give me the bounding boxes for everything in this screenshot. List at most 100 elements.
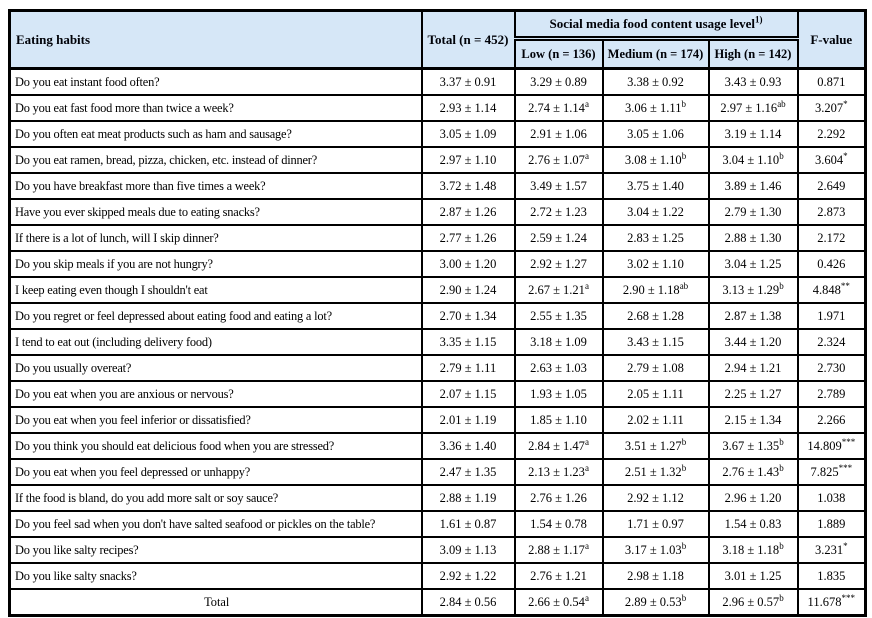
header-medium: Medium (n = 174)	[601, 37, 710, 70]
total-cell: 3.00 ± 1.20	[420, 250, 516, 278]
high-cell: 2.25 ± 1.27	[707, 380, 799, 408]
question-cell: I tend to eat out (including delivery fo…	[8, 328, 423, 356]
significance-superscript: *	[843, 540, 848, 551]
table-row: Do you eat instant food often? 3.37 ± 0.9…	[8, 67, 867, 96]
significance-superscript: a	[584, 280, 589, 291]
total-cell: 2.79 ± 1.11	[420, 354, 516, 382]
f-value-cell: 2.873	[796, 198, 867, 226]
low-cell: 2.66 ± 0.54a	[513, 588, 604, 617]
high-cell: 2.94 ± 1.21	[707, 354, 799, 382]
medium-cell: 3.08 ± 1.10b	[601, 146, 710, 174]
significance-superscript: b	[681, 540, 687, 551]
low-cell: 2.13 ± 1.23a	[513, 458, 604, 486]
total-cell: 2.07 ± 1.15	[420, 380, 516, 408]
medium-cell: 2.98 ± 1.18	[601, 562, 710, 590]
significance-superscript: b	[779, 280, 784, 291]
question-cell: Do you feel sad when you don't have salt…	[8, 510, 423, 538]
total-cell: 2.84 ± 0.56	[420, 588, 516, 617]
significance-superscript: *	[843, 150, 848, 161]
question-cell: Do you skip meals if you are not hungry?	[8, 250, 423, 278]
question-cell: Do you regret or feel depressed about ea…	[8, 302, 423, 330]
medium-cell: 2.89 ± 0.53b	[601, 588, 710, 617]
question-cell: Do you have breakfast more than five tim…	[8, 172, 423, 200]
table-row: Do you regret or feel depressed about ea…	[8, 302, 867, 330]
low-cell: 1.85 ± 1.10	[513, 406, 604, 434]
medium-cell: 1.71 ± 0.97	[601, 510, 710, 538]
medium-cell: 3.51 ± 1.27b	[601, 432, 710, 460]
significance-superscript: a	[584, 540, 589, 551]
table-row: Have you ever skipped meals due to eatin…	[8, 198, 867, 226]
high-cell: 3.67 ± 1.35b	[707, 432, 799, 460]
f-value-cell: 2.266	[796, 406, 867, 434]
total-cell: 2.93 ± 1.14	[420, 94, 516, 122]
f-value-cell: 0.871	[796, 67, 867, 96]
medium-cell: 2.68 ± 1.28	[601, 302, 710, 330]
low-cell: 2.76 ± 1.21	[513, 562, 604, 590]
medium-cell: 2.02 ± 1.11	[601, 406, 710, 434]
low-cell: 2.74 ± 1.14a	[513, 94, 604, 122]
high-cell: 1.54 ± 0.83	[707, 510, 799, 538]
total-cell: 2.77 ± 1.26	[420, 224, 516, 252]
table-row: Do you have breakfast more than five tim…	[8, 172, 867, 200]
table-row: I keep eating even though I shouldn't ea…	[8, 276, 867, 304]
question-cell: Do you eat fast food more than twice a w…	[8, 94, 423, 122]
question-cell: Do you eat when you feel depressed or un…	[8, 458, 423, 486]
significance-superscript: *	[843, 98, 848, 109]
header-footnote-marker: 1)	[754, 14, 763, 25]
significance-superscript: ***	[838, 462, 853, 473]
medium-cell: 3.17 ± 1.03b	[601, 536, 710, 564]
significance-superscript: b	[779, 150, 784, 161]
medium-cell: 2.05 ± 1.11	[601, 380, 710, 408]
f-value-cell: 2.789	[796, 380, 867, 408]
high-cell: 3.43 ± 0.93	[707, 67, 799, 96]
question-cell: Have you ever skipped meals due to eatin…	[8, 198, 423, 226]
high-cell: 3.89 ± 1.46	[707, 172, 799, 200]
high-cell: 2.96 ± 1.20	[707, 484, 799, 512]
question-cell: I keep eating even though I shouldn't ea…	[8, 276, 423, 304]
high-cell: 3.04 ± 1.10b	[707, 146, 799, 174]
significance-superscript: a	[584, 462, 589, 473]
total-cell: 2.90 ± 1.24	[420, 276, 516, 304]
total-cell: 3.36 ± 1.40	[420, 432, 516, 460]
low-cell: 2.72 ± 1.23	[513, 198, 604, 226]
table-header: Eating habits Total (n = 452) Social med…	[8, 9, 867, 70]
header-f-value: F-value	[796, 9, 867, 70]
significance-superscript: b	[681, 436, 687, 447]
f-value-cell: 3.207*	[796, 94, 867, 122]
table-row: Do you often eat meat products such as h…	[8, 120, 867, 148]
header-usage-level-group: Social media food content usage level1)	[513, 9, 799, 41]
f-value-cell: 11.678***	[796, 588, 867, 617]
low-cell: 2.91 ± 1.06	[513, 120, 604, 148]
significance-superscript: b	[681, 462, 687, 473]
total-cell: 2.92 ± 1.22	[420, 562, 516, 590]
question-cell: Do you like salty snacks?	[8, 562, 423, 590]
table-row: If the food is bland, do you add more sa…	[8, 484, 867, 512]
f-value-cell: 4.848**	[796, 276, 867, 304]
f-value-cell: 1.835	[796, 562, 867, 590]
medium-cell: 2.83 ± 1.25	[601, 224, 710, 252]
low-cell: 1.54 ± 0.78	[513, 510, 604, 538]
medium-cell: 2.51 ± 1.32b	[601, 458, 710, 486]
f-value-cell: 2.324	[796, 328, 867, 356]
table-row: Do you eat fast food more than twice a w…	[8, 94, 867, 122]
table-row: Do you usually overeat? 2.79 ± 1.11 2.63 ±…	[8, 354, 867, 382]
high-cell: 2.87 ± 1.38	[707, 302, 799, 330]
total-cell: 3.05 ± 1.09	[420, 120, 516, 148]
table-body: Do you eat instant food often? 3.37 ± 0.9…	[8, 67, 867, 617]
low-cell: 2.88 ± 1.17a	[513, 536, 604, 564]
total-cell: 3.09 ± 1.13	[420, 536, 516, 564]
total-cell: 2.47 ± 1.35	[420, 458, 516, 486]
question-cell: Do you eat when you feel inferior or dis…	[8, 406, 423, 434]
f-value-cell: 3.231*	[796, 536, 867, 564]
significance-superscript: ***	[841, 436, 856, 447]
total-cell: 2.70 ± 1.34	[420, 302, 516, 330]
medium-cell: 3.75 ± 1.40	[601, 172, 710, 200]
significance-superscript: b	[779, 436, 784, 447]
table-row: Do you feel sad when you don't have salt…	[8, 510, 867, 538]
low-cell: 2.84 ± 1.47a	[513, 432, 604, 460]
header-eating-habits: Eating habits	[8, 9, 423, 70]
table-row: I tend to eat out (including delivery fo…	[8, 328, 867, 356]
significance-superscript: b	[681, 150, 687, 161]
f-value-cell: 3.604*	[796, 146, 867, 174]
